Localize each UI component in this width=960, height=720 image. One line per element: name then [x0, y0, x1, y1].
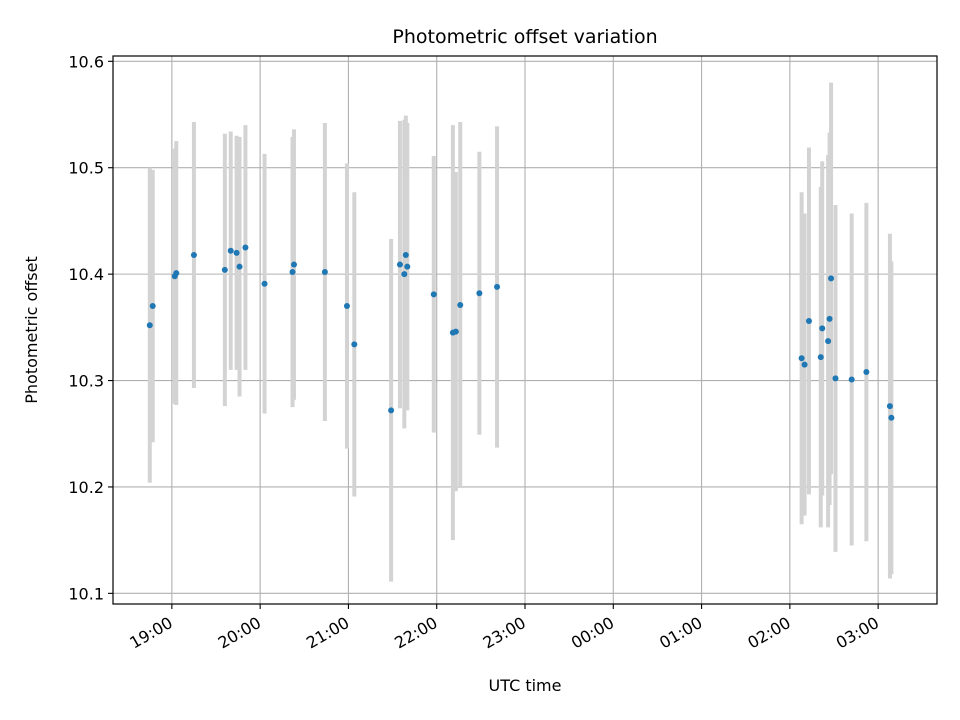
data-point — [798, 355, 805, 362]
data-point — [886, 403, 893, 410]
data-point — [233, 249, 240, 256]
data-point — [863, 369, 870, 376]
data-point — [149, 303, 156, 310]
data-point — [388, 407, 395, 414]
data-point — [402, 251, 409, 258]
data-point — [828, 275, 835, 282]
data-point — [351, 341, 358, 348]
data-point — [805, 317, 812, 324]
data-point — [819, 325, 826, 332]
data-point — [321, 269, 328, 276]
data-point — [848, 376, 855, 383]
y-axis-label: Photometric offset — [22, 256, 41, 404]
y-tick-label: 10.1 — [68, 584, 104, 603]
y-tick-label: 10.4 — [68, 265, 104, 284]
y-tick-label: 10.6 — [68, 52, 104, 71]
data-point — [290, 261, 297, 268]
data-point — [242, 244, 249, 251]
data-point — [173, 270, 180, 277]
data-point — [261, 280, 268, 287]
data-point — [289, 269, 296, 276]
x-axis-label: UTC time — [489, 676, 562, 695]
data-point — [396, 261, 403, 268]
y-tick-label: 10.5 — [68, 159, 104, 178]
data-point — [476, 290, 483, 297]
data-points — [146, 244, 895, 421]
data-point — [401, 271, 408, 278]
data-point — [404, 263, 411, 270]
data-point — [236, 263, 243, 270]
data-point — [825, 338, 832, 345]
data-point — [227, 247, 234, 254]
data-point — [190, 251, 197, 258]
data-point — [832, 375, 839, 382]
data-point — [221, 266, 228, 273]
data-point — [146, 322, 153, 329]
data-point — [494, 283, 501, 290]
chart-title: Photometric offset variation — [392, 26, 657, 48]
data-point — [817, 354, 824, 361]
y-tick-label: 10.2 — [68, 478, 104, 497]
y-axis: 10.1 10.2 10.3 10.4 10.5 10.6 — [68, 52, 113, 603]
data-point — [801, 361, 808, 368]
data-point — [457, 301, 464, 308]
data-point — [430, 291, 437, 298]
data-point — [826, 315, 833, 322]
data-point — [888, 414, 895, 421]
data-point — [343, 303, 350, 310]
y-tick-label: 10.3 — [68, 372, 104, 391]
data-point — [452, 328, 459, 335]
